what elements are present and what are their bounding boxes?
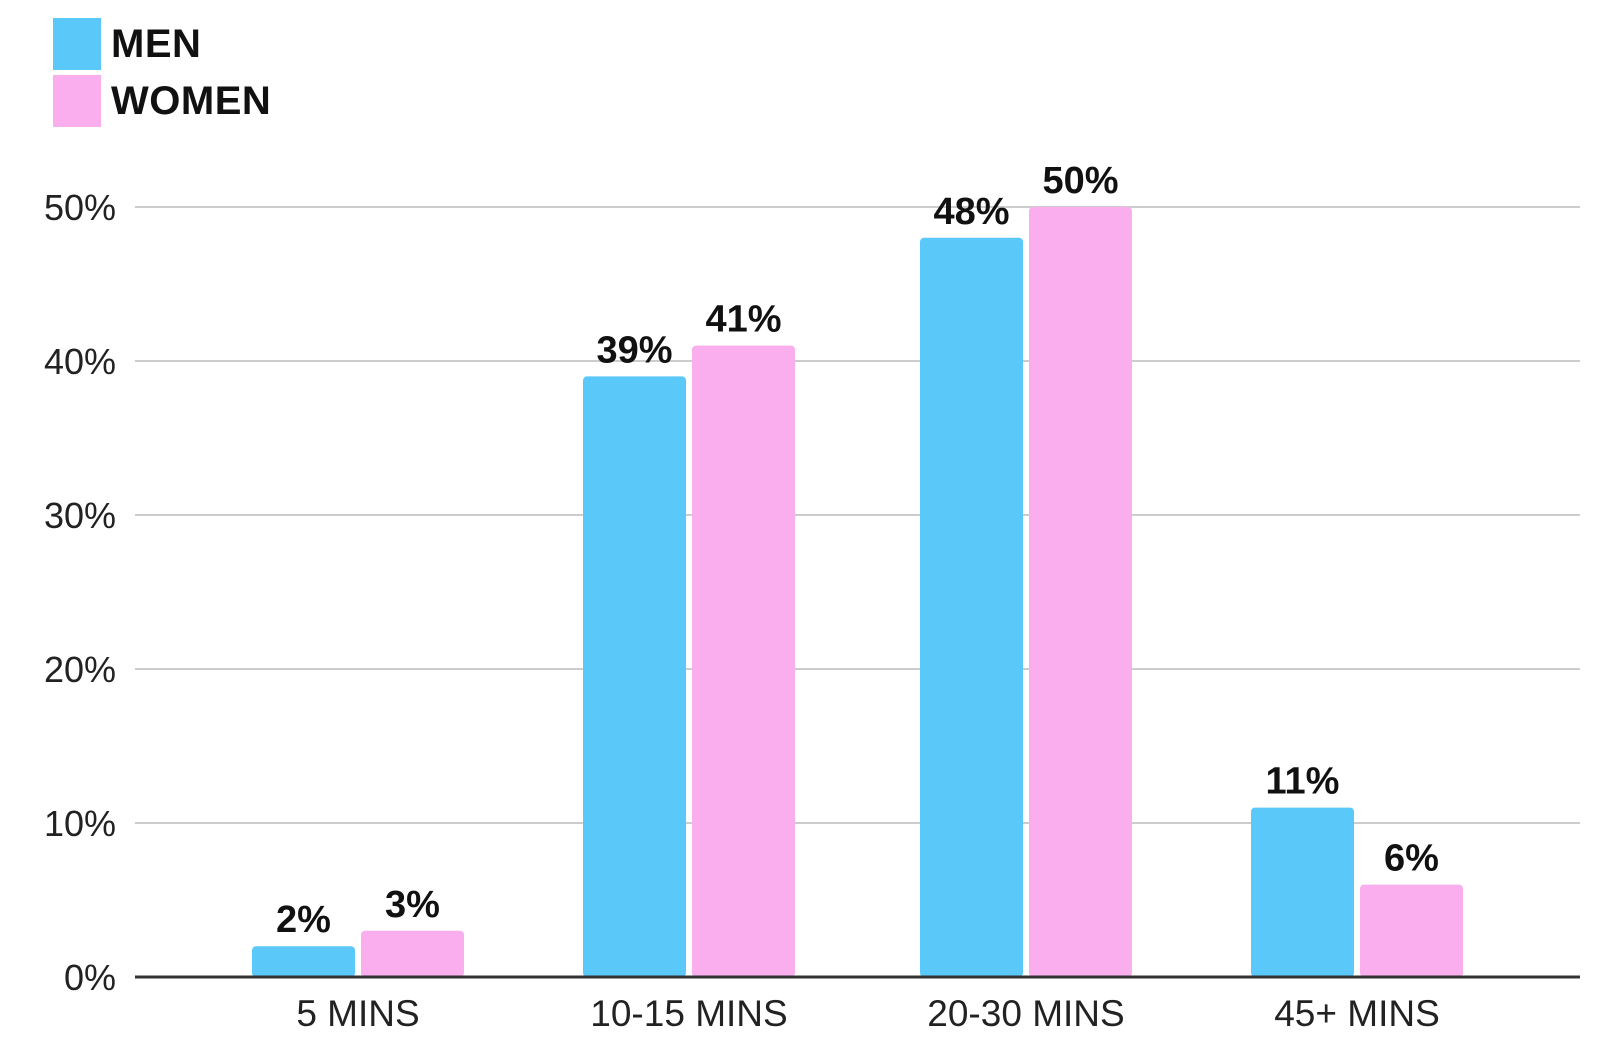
bar-men — [583, 376, 686, 977]
y-tick-label: 30% — [44, 495, 116, 536]
y-tick-label: 50% — [44, 187, 116, 228]
data-label: 48% — [933, 191, 1009, 233]
legend-label-women: WOMEN — [111, 78, 272, 123]
data-label: 2% — [276, 899, 331, 941]
data-label: 6% — [1384, 838, 1439, 880]
bar-women — [1360, 884, 1463, 977]
y-tick-label: 0% — [64, 957, 116, 998]
data-label: 41% — [705, 299, 781, 341]
bar-men — [252, 946, 355, 977]
bar-men — [920, 237, 1023, 978]
legend-item-men: MEN — [53, 18, 271, 70]
bar-women — [692, 345, 795, 978]
data-label: 39% — [596, 329, 672, 371]
data-label: 11% — [1266, 761, 1340, 803]
y-tick-label: 10% — [44, 803, 116, 844]
legend-swatch-women — [53, 75, 101, 127]
legend-label-men: MEN — [111, 21, 202, 66]
bar-women — [361, 930, 464, 977]
data-label: 3% — [385, 884, 440, 926]
legend-swatch-men — [53, 18, 101, 70]
data-label: 50% — [1042, 160, 1118, 202]
bar-women — [1029, 207, 1132, 977]
legend-item-women: WOMEN — [53, 75, 271, 127]
y-tick-label: 40% — [44, 341, 116, 382]
x-tick-label: 20-30 MINS — [927, 993, 1124, 1034]
bar-men — [1251, 807, 1354, 977]
x-tick-label: 5 MINS — [296, 993, 419, 1034]
legend: MEN WOMEN — [53, 18, 271, 132]
x-tick-label: 45+ MINS — [1274, 993, 1440, 1034]
x-tick-label: 10-15 MINS — [590, 993, 787, 1034]
y-tick-label: 20% — [44, 649, 116, 690]
